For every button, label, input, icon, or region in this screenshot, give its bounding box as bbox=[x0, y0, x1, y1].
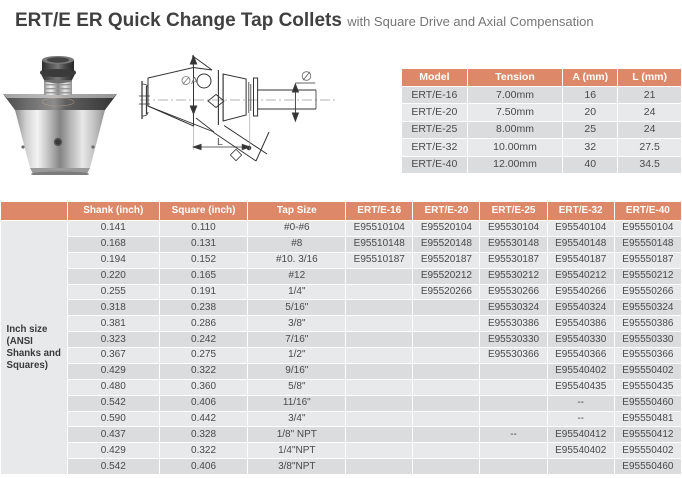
svg-text:L: L bbox=[217, 136, 223, 148]
svg-text:A: A bbox=[191, 75, 198, 87]
